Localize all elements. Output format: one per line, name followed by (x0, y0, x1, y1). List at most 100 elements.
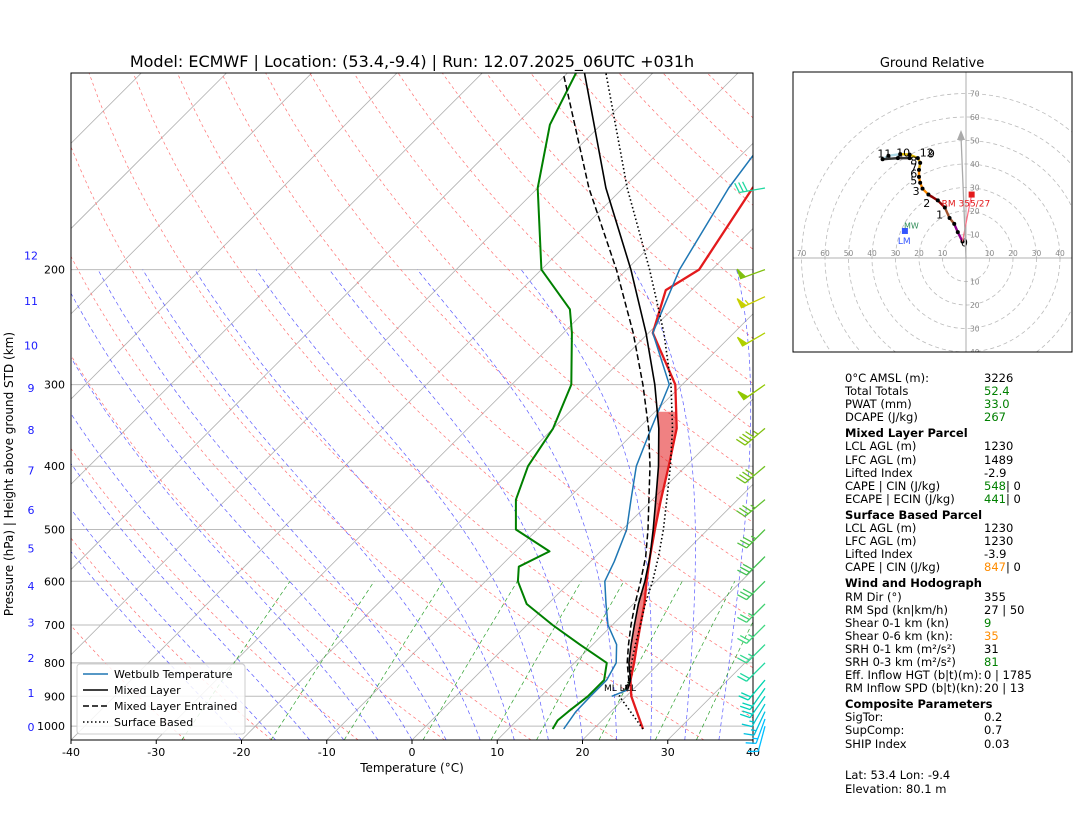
stat-section-header: Mixed Layer Parcel (845, 426, 968, 441)
wetbulb-line (563, 154, 753, 730)
stat-row: Eff. Inflow HGT (b|t)(m): 0 | 1785 (845, 668, 1065, 683)
stat-label: CAPE | CIN (J/kg) (845, 560, 941, 575)
wind-barb (737, 580, 766, 601)
hodograph-height-label: 11 (877, 147, 891, 160)
hodograph-point (886, 153, 891, 158)
moist-adiabat (142, 269, 481, 740)
wind-barbs (734, 181, 766, 753)
hodograph-point (898, 152, 903, 157)
x-tick-label: -30 (147, 746, 165, 759)
location-footer: Lat: 53.4 Lon: -9.4 Elevation: 80.1 m (845, 768, 950, 796)
stat-row: Shear 0-6 km (kn): 35 (845, 628, 1065, 643)
stat-value: 33.0 (984, 397, 1010, 412)
pressure-tick-label: 800 (44, 657, 65, 670)
stat-label: LFC AGL (m) (845, 534, 917, 549)
stat-label: SigTor: (845, 710, 884, 725)
mixing-ratio-line (696, 620, 753, 740)
stat-row: LCL AGL (m) 1230 (845, 440, 1065, 453)
skewt-plot: -40 -30 -20 -10 0 10 20 30 402003004005006007008… (2, 72, 760, 775)
mixing-ratio-line (490, 581, 582, 740)
moist-adiabat (71, 413, 345, 740)
dry-adiabat (71, 537, 273, 740)
stat-value: 0.7 (984, 723, 1003, 738)
stat-label: Shear 0-1 km (kn) (845, 615, 949, 630)
isotherm-line (582, 568, 753, 740)
x-tick-label: 30 (661, 746, 675, 759)
stat-row: RM Inflow SPD (b|t)(kn): 20 | 13 (845, 682, 1065, 695)
hodograph-height-label: 1 (936, 209, 943, 222)
stat-label: PWAT (mm) (845, 397, 912, 412)
pressure-tick-label: 200 (44, 264, 65, 277)
hodograph-height-label: 8 (910, 154, 917, 167)
stat-label: SHIP Index (845, 736, 907, 751)
wind-barb (735, 427, 766, 446)
shear-arrow-icon (957, 130, 965, 140)
wind-barb (735, 465, 766, 484)
hodograph-ring-label: 20 (970, 301, 980, 310)
isotherm-line (497, 483, 753, 740)
height-km-label: 4 (28, 580, 35, 593)
moist-adiabat (194, 269, 515, 740)
rm-label: RM 355/27 (942, 200, 991, 210)
mw-label: MW (904, 222, 919, 231)
stat-row: SRH 0-1 km (m²/s²) 31 (845, 641, 1065, 656)
mixing-ratio-line (654, 581, 736, 740)
hodograph-ring-label: 60 (970, 113, 980, 122)
figure-title: Model: ECMWF | Location: (53.4,-9.4) | R… (130, 52, 694, 72)
wind-barb (737, 624, 766, 644)
hodograph-ring-label: 50 (1079, 249, 1084, 258)
moist-adiabat (417, 269, 617, 740)
temperature-line (629, 185, 753, 730)
hodograph-ring-label: 20 (914, 249, 924, 258)
stat-row: ECAPE | ECIN (J/kg) 441 | 0 (845, 492, 1065, 506)
isotherm-line (156, 142, 753, 740)
mixed-layer-parcel-line (583, 73, 660, 691)
stat-label: Shear 0-6 km (kn): (845, 628, 953, 643)
hodograph-point (926, 192, 931, 197)
x-tick-label: 20 (576, 746, 590, 759)
wind-barb (737, 644, 766, 664)
hodograph-ring-label: 70 (970, 90, 980, 99)
wind-barb (739, 687, 766, 711)
wind-barb (736, 268, 766, 280)
moist-adiabat (718, 269, 752, 740)
moist-adiabat (255, 269, 549, 740)
moist-adiabat (752, 737, 753, 740)
wind-barb (734, 181, 766, 194)
dry-adiabat (71, 625, 186, 740)
pressure-tick-label: 900 (44, 690, 65, 703)
hodograph-point (920, 186, 925, 191)
height-km-label: 7 (28, 464, 35, 477)
hodograph-ring-label: 40 (970, 160, 980, 169)
stat-label: Eff. Inflow HGT (b|t)(m): (845, 668, 983, 683)
stat-row: SHIP Index 0.03 (845, 736, 1065, 751)
stat-value: 9 (984, 615, 992, 630)
stat-label: SRH 0-1 km (m²/s²) (845, 641, 956, 656)
wind-barb (739, 695, 766, 719)
stat-value: 3226 (984, 371, 1014, 385)
hodograph-ring-label: 40 (867, 249, 877, 258)
legend-box (76, 663, 246, 735)
stat-label: 0°C AMSL (m): (845, 371, 929, 385)
stat-row: LCL AGL (m) 1230 (845, 521, 1065, 536)
hodograph-ring-label: 60 (820, 249, 830, 258)
stat-row: RM Dir (°) 355 (845, 589, 1065, 604)
stats-panel: 0°C AMSL (m): 3226 Total Totals 52.4 PWAT (m… (845, 371, 1065, 751)
stat-label: LCL AGL (m) (845, 521, 917, 536)
hodograph-point (917, 174, 921, 179)
hodograph-height-label: 0 (961, 237, 968, 250)
isotherm-line (71, 73, 568, 571)
dewpoint-line (514, 73, 608, 730)
x-tick-label: -20 (233, 746, 251, 759)
hodograph-ring-label: 30 (891, 249, 901, 258)
mixed-layer-entrained-line (562, 73, 651, 691)
legend-label: Mixed Layer (114, 684, 181, 697)
stat-value: 355 (984, 589, 1006, 604)
isotherm-line (71, 73, 313, 315)
wind-barb (735, 499, 766, 517)
stat-row: SRH 0-3 km (m²/s²) 81 (845, 655, 1065, 669)
stat-value: 0 | 1785 (984, 668, 1032, 683)
hodograph-height-label: 10 (896, 146, 910, 159)
